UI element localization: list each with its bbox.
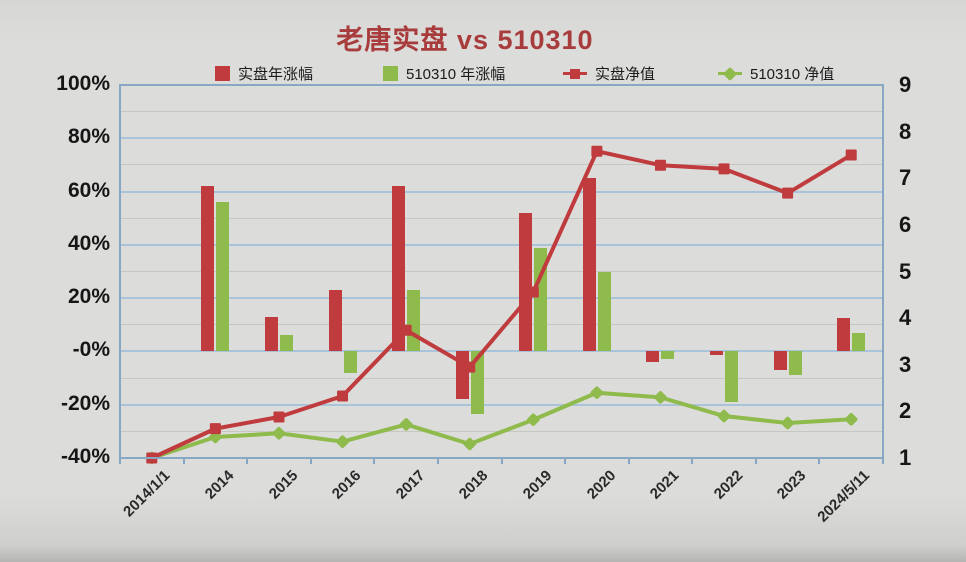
right-axis-tick-9: 9 [899,72,912,97]
x-axis-label-2018: 2018 [456,467,492,503]
right-axis-tick-6: 6 [899,211,912,237]
left-axis-tick--0%: -0% [72,338,110,362]
x-axis-label-2023: 2023 [774,467,810,503]
left-axis-tick--20%: -20% [60,391,110,415]
right-axis-tick-1: 1 [899,445,912,470]
legend-item-1: 实盘年涨幅 [215,64,314,83]
x-axis-tick [246,459,249,464]
minor-gridline [120,111,883,113]
legend-label: 实盘净值 [595,65,656,83]
legend-item-3: 实盘净值 [563,64,656,83]
x-axis-tick [627,459,630,464]
major-gridline [120,137,883,140]
right-axis-tick-4: 4 [899,305,912,331]
x-axis-tick [119,459,121,464]
x-axis-label-2014/1/1: 2014/1/1 [120,467,174,521]
left-axis-tick-40%: 40% [67,231,110,255]
legend-swatch-line-diamond [718,66,742,81]
legend: 实盘年涨幅 510310 年涨幅 实盘净值 510310 净值 [0,64,966,84]
left-axis-tick-80%: 80% [67,125,110,149]
x-axis-tick [436,459,439,464]
legend-swatch-square [383,65,398,81]
x-axis-label-2024/5/11: 2024/5/11 [814,467,874,526]
right-axis-tick-5: 5 [899,258,912,284]
legend-swatch-square [215,65,230,81]
x-axis-label-2015: 2015 [265,467,301,503]
right-axis-tick-8: 8 [899,118,912,144]
left-axis-tick-100%: 100% [56,72,110,95]
x-axis-label-2022: 2022 [710,467,747,503]
legend-item-2: 510310 年涨幅 [383,64,506,83]
x-axis-tick [564,459,567,464]
legend-label: 510310 净值 [750,65,835,83]
x-axis-label-2014: 2014 [201,467,238,503]
legend-marker [570,68,580,79]
legend-marker [722,66,738,81]
legend-label: 510310 年涨幅 [406,65,506,83]
x-axis-tick [182,459,185,464]
x-axis-tick [882,459,884,464]
x-axis-tick [309,459,312,464]
x-axis-tick [818,459,821,464]
right-axis-tick-7: 7 [899,165,912,191]
legend-label: 实盘年涨幅 [238,65,314,83]
right-axis-tick-2: 2 [899,398,912,424]
x-axis-tick [373,459,376,464]
x-axis-label-2017: 2017 [392,467,429,503]
right-axis-tick-3: 3 [899,351,912,377]
x-axis-tick [754,459,757,464]
x-axis-tick [500,459,503,464]
x-axis-label-2019: 2019 [519,467,556,503]
legend-item-4: 510310 净值 [718,64,835,83]
chart-title: 老唐实盘 vs 510310 [336,25,594,55]
x-axis-label-2020: 2020 [583,467,619,503]
x-axis-label-2016: 2016 [328,467,365,503]
left-axis-tick--40%: -40% [60,445,110,468]
x-axis-label-2021: 2021 [646,467,683,503]
x-axis-tick [691,459,694,464]
left-axis-tick-60%: 60% [67,178,110,202]
etf-return-bar-2024/5/11 [852,332,866,352]
legend-swatch-line-square [563,66,587,81]
plot-area-border [119,84,884,459]
left-axis-tick-20%: 20% [67,285,110,309]
